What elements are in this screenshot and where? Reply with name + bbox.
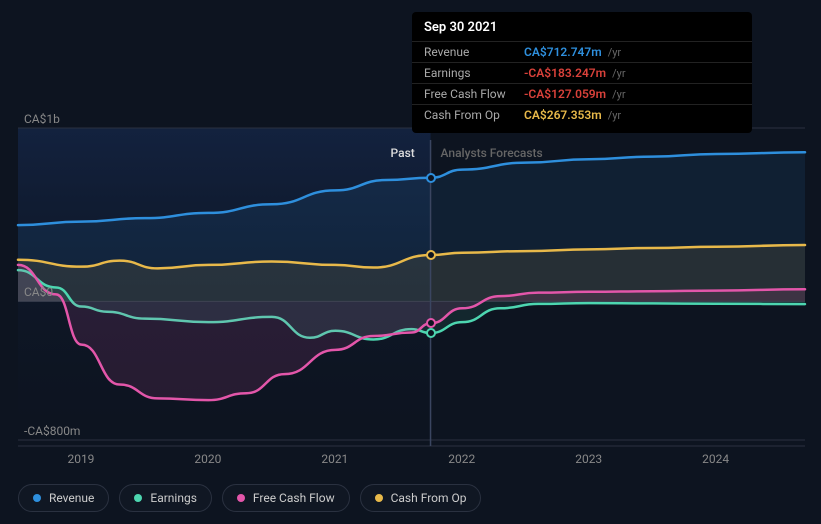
legend-label: Free Cash Flow — [253, 491, 335, 505]
tooltip-row-label: Earnings — [424, 66, 524, 80]
legend-dot-icon — [33, 494, 41, 502]
marker-cashFromOp — [426, 250, 436, 260]
tooltip-row-label: Free Cash Flow — [424, 87, 524, 101]
y-axis-label: -CA$800m — [24, 424, 80, 438]
x-axis-label: 2024 — [702, 452, 729, 466]
legend-item-revenue[interactable]: Revenue — [18, 484, 109, 512]
legend-item-cashFromOp[interactable]: Cash From Op — [360, 484, 482, 512]
y-axis-label: CA$1b — [24, 112, 60, 126]
tooltip-row-label: Revenue — [424, 45, 524, 59]
legend-label: Revenue — [49, 491, 94, 505]
tooltip-row-unit: /yr — [612, 88, 625, 101]
x-axis-label: 2021 — [321, 452, 348, 466]
data-tooltip: Sep 30 2021 RevenueCA$712.747m/yrEarning… — [412, 12, 752, 133]
marker-earnings — [426, 328, 436, 338]
x-axis-label: 2023 — [575, 452, 602, 466]
section-label-past: Past — [391, 146, 415, 160]
tooltip-row-unit: /yr — [612, 67, 625, 80]
financials-chart: -CA$800m CA$0 CA$1b Past Analysts Foreca… — [0, 0, 821, 524]
section-label-forecast: Analysts Forecasts — [441, 146, 543, 160]
chart-legend: Revenue Earnings Free Cash Flow Cash From O… — [18, 484, 481, 512]
tooltip-row-label: Cash From Op — [424, 108, 524, 122]
legend-item-earnings[interactable]: Earnings — [119, 484, 212, 512]
legend-dot-icon — [134, 494, 142, 502]
tooltip-row: Cash From OpCA$267.353m/yr — [412, 104, 752, 125]
x-axis-label: 2019 — [67, 452, 94, 466]
tooltip-row-unit: /yr — [608, 109, 621, 122]
x-axis-label: 2022 — [448, 452, 475, 466]
tooltip-row-value: CA$267.353m — [524, 108, 602, 122]
x-axis-label: 2020 — [194, 452, 221, 466]
tooltip-row: RevenueCA$712.747m/yr — [412, 41, 752, 62]
tooltip-row-value: -CA$127.059m — [524, 87, 606, 101]
tooltip-row-value: -CA$183.247m — [524, 66, 606, 80]
legend-label: Cash From Op — [391, 491, 467, 505]
marker-fcf — [426, 318, 436, 328]
legend-dot-icon — [375, 494, 383, 502]
legend-item-fcf[interactable]: Free Cash Flow — [222, 484, 350, 512]
tooltip-row-unit: /yr — [608, 46, 621, 59]
y-axis-label: CA$0 — [24, 285, 53, 299]
legend-label: Earnings — [150, 491, 197, 505]
tooltip-date: Sep 30 2021 — [412, 20, 752, 41]
tooltip-row: Earnings-CA$183.247m/yr — [412, 62, 752, 83]
marker-revenue — [426, 173, 436, 183]
tooltip-row-value: CA$712.747m — [524, 45, 602, 59]
tooltip-row: Free Cash Flow-CA$127.059m/yr — [412, 83, 752, 104]
legend-dot-icon — [237, 494, 245, 502]
